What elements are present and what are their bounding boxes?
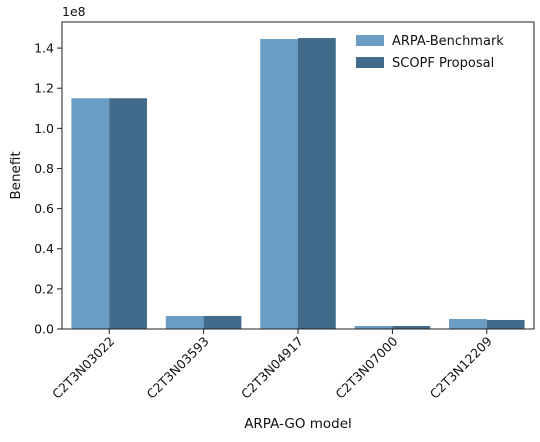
bar xyxy=(354,325,393,329)
bar xyxy=(109,98,147,329)
legend-label: SCOPF Proposal xyxy=(392,56,494,71)
y-tick-label: 0.6 xyxy=(34,201,54,216)
y-tick-label: 0.0 xyxy=(34,322,54,337)
bars-layer xyxy=(71,38,525,330)
bar xyxy=(392,325,431,329)
y-tick-label: 0.8 xyxy=(34,161,54,176)
y-tick-label: 1.4 xyxy=(34,41,54,56)
legend-swatch xyxy=(356,57,384,68)
plot-frame xyxy=(61,21,535,330)
x-axis-label: ARPA-GO model xyxy=(244,416,352,432)
x-tick-label: C2T3N07000 xyxy=(332,333,400,401)
legend: ARPA-Benchmark SCOPF Proposal xyxy=(356,34,504,71)
legend-swatch xyxy=(356,35,384,46)
x-tick-label: C2T3N03593 xyxy=(144,334,212,402)
y-tick-label: 0.2 xyxy=(34,281,54,296)
y-tick-label: 0.4 xyxy=(34,241,54,256)
y-tick-label: 1.0 xyxy=(34,121,54,136)
x-tick-label: C2T3N04917 xyxy=(238,334,306,402)
legend-label: ARPA-Benchmark xyxy=(392,34,504,49)
y-axis-offset-label: 1e8 xyxy=(62,4,86,19)
bar xyxy=(260,39,298,330)
bar xyxy=(298,38,336,330)
y-tick-label: 1.2 xyxy=(34,81,54,96)
y-axis-label: Benefit xyxy=(8,151,24,199)
bar xyxy=(165,315,204,329)
bar xyxy=(203,315,242,329)
bar xyxy=(71,98,110,329)
bar xyxy=(486,319,525,329)
x-tick-label: C2T3N12209 xyxy=(427,333,495,401)
x-tick-label: C2T3N03022 xyxy=(49,334,117,402)
bar xyxy=(449,318,487,329)
